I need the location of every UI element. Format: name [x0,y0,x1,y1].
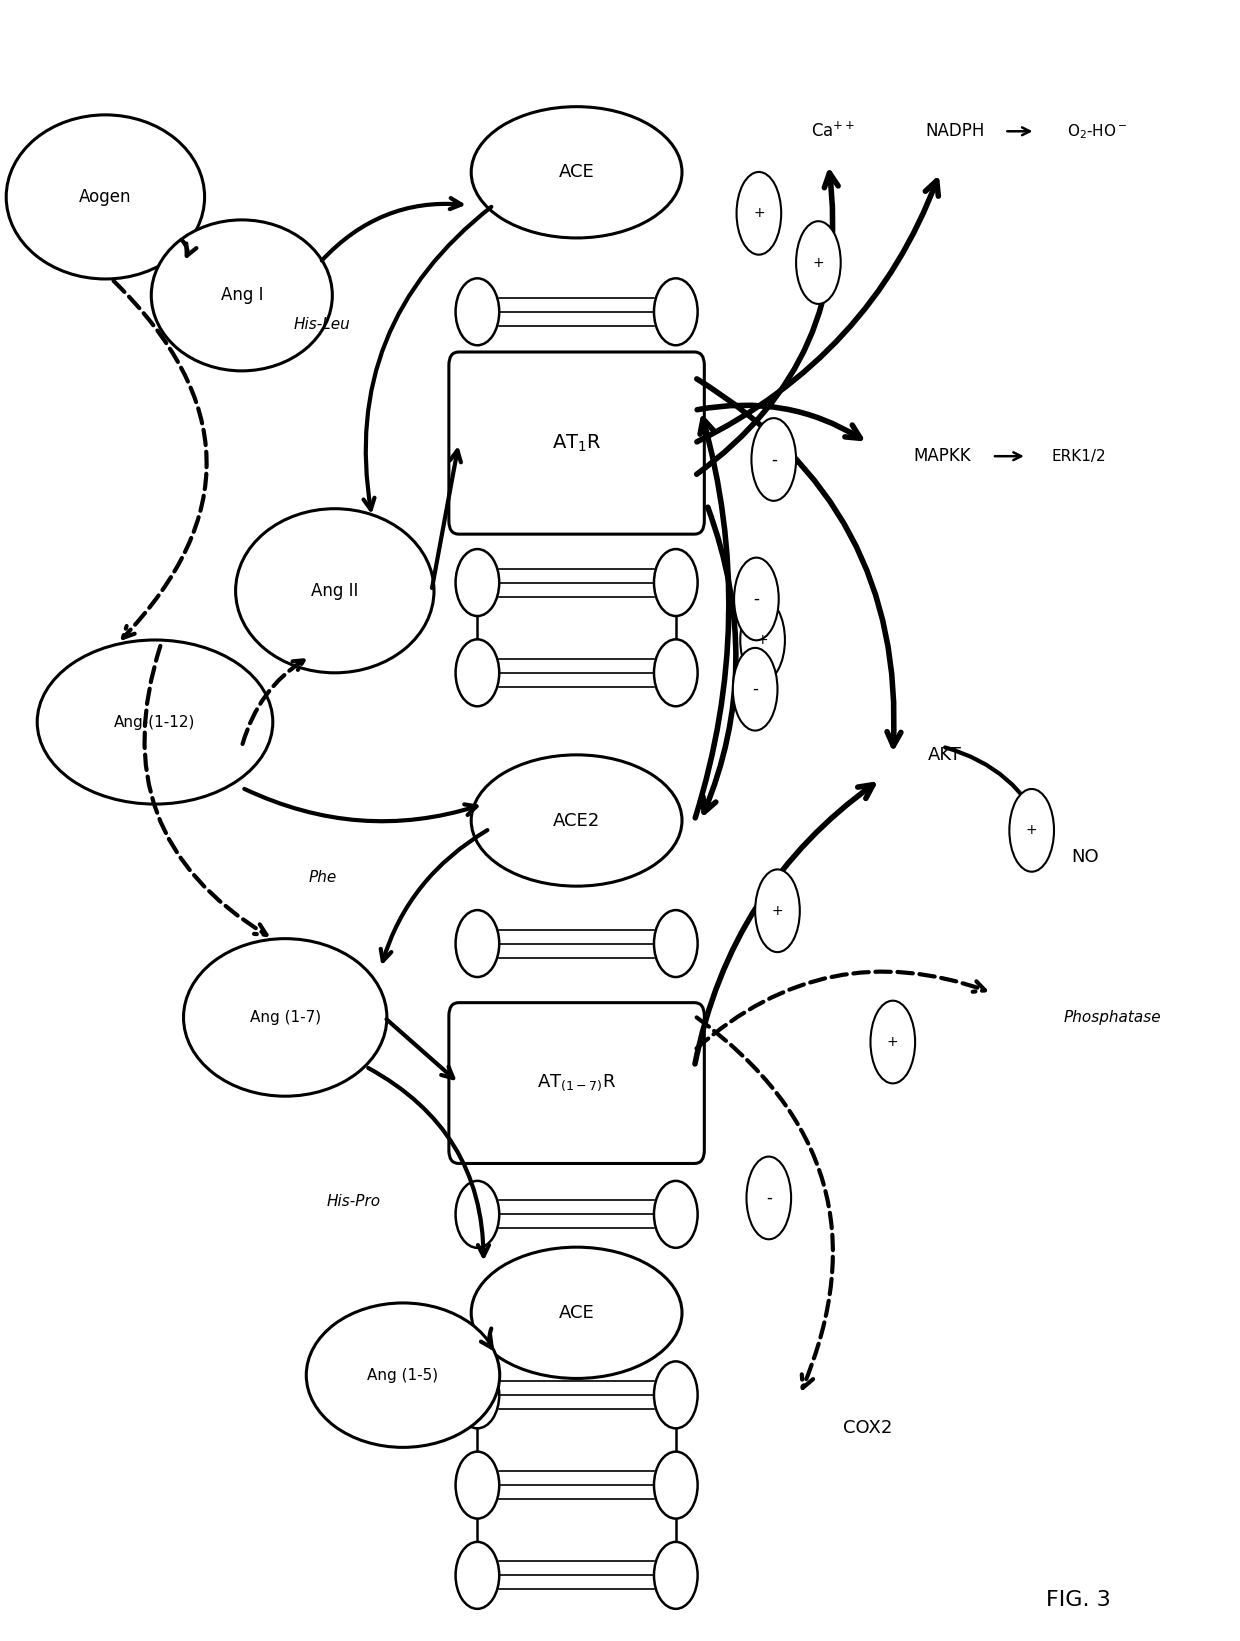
Ellipse shape [455,550,500,615]
Text: +: + [887,1035,899,1049]
Text: FIG. 3: FIG. 3 [1047,1590,1111,1610]
Ellipse shape [6,115,205,279]
FancyArrowPatch shape [697,181,939,441]
Text: NO: NO [1071,848,1099,865]
Text: +: + [771,904,784,917]
FancyArrowPatch shape [703,507,735,812]
FancyArrowPatch shape [432,450,461,587]
FancyArrowPatch shape [697,379,901,747]
Ellipse shape [471,107,682,238]
Text: NADPH: NADPH [925,123,985,139]
FancyArrowPatch shape [114,281,207,638]
Text: Ang II: Ang II [311,583,358,599]
Ellipse shape [653,1362,698,1428]
Ellipse shape [455,911,500,976]
Text: Ca$^{++}$: Ca$^{++}$ [811,121,856,141]
Text: -: - [766,1190,771,1206]
FancyBboxPatch shape [449,351,704,535]
FancyArrowPatch shape [697,1017,833,1388]
Ellipse shape [751,418,796,501]
FancyArrowPatch shape [145,647,267,935]
Text: Phe: Phe [309,870,336,886]
Ellipse shape [746,1157,791,1239]
FancyArrowPatch shape [387,1019,454,1078]
Ellipse shape [455,640,500,706]
Text: AKT: AKT [928,747,962,763]
Text: Phosphatase: Phosphatase [1064,1009,1162,1026]
FancyArrowPatch shape [697,172,838,474]
FancyArrowPatch shape [244,789,476,820]
Ellipse shape [734,558,779,640]
Text: +: + [753,207,765,220]
Text: +: + [1025,824,1038,837]
FancyArrowPatch shape [182,240,196,256]
Ellipse shape [306,1303,500,1447]
Text: -: - [754,591,759,607]
Text: Ang (1-7): Ang (1-7) [249,1009,321,1026]
FancyArrowPatch shape [381,830,487,962]
FancyBboxPatch shape [449,1003,704,1163]
Text: ACE2: ACE2 [553,812,600,829]
Ellipse shape [653,550,698,615]
Text: MAPKK: MAPKK [914,448,971,464]
Text: Ang (1-5): Ang (1-5) [367,1367,439,1383]
Text: His-Pro: His-Pro [326,1193,381,1209]
Ellipse shape [653,1543,698,1608]
Text: ACE: ACE [559,164,594,181]
Text: AT$_1$R: AT$_1$R [552,433,601,453]
Text: +: + [756,633,769,647]
Ellipse shape [151,220,332,371]
FancyArrowPatch shape [1007,128,1030,135]
Ellipse shape [755,870,800,952]
Ellipse shape [236,509,434,673]
Text: Ang-(1-12): Ang-(1-12) [114,714,196,730]
Text: O$_2$-HO$^-$: O$_2$-HO$^-$ [1068,121,1127,141]
FancyArrowPatch shape [322,199,461,261]
Ellipse shape [737,172,781,254]
Ellipse shape [455,1543,500,1608]
Text: Aogen: Aogen [79,189,131,205]
Ellipse shape [870,1001,915,1083]
FancyArrowPatch shape [694,784,873,1063]
Ellipse shape [653,640,698,706]
Text: His-Leu: His-Leu [294,317,351,333]
Text: COX2: COX2 [843,1419,893,1436]
Ellipse shape [471,1247,682,1378]
Ellipse shape [455,1182,500,1247]
Ellipse shape [653,911,698,976]
Text: AT$_{(1-7)}$R: AT$_{(1-7)}$R [537,1073,616,1093]
FancyArrowPatch shape [481,1329,492,1347]
FancyArrowPatch shape [945,747,1045,834]
Text: ACE: ACE [559,1305,594,1321]
Ellipse shape [455,279,500,345]
Ellipse shape [733,648,777,730]
Text: +: + [812,256,825,269]
Ellipse shape [1009,789,1054,871]
FancyArrowPatch shape [994,453,1022,459]
Text: Ang I: Ang I [221,287,263,304]
Ellipse shape [184,939,387,1096]
FancyArrowPatch shape [697,971,985,1049]
Ellipse shape [455,1452,500,1518]
FancyArrowPatch shape [696,418,729,817]
Ellipse shape [796,222,841,304]
FancyArrowPatch shape [363,207,491,510]
Ellipse shape [471,755,682,886]
FancyArrowPatch shape [368,1068,489,1255]
FancyArrowPatch shape [697,405,861,438]
Ellipse shape [37,640,273,804]
Text: -: - [753,681,758,697]
Ellipse shape [455,1362,500,1428]
Ellipse shape [653,1452,698,1518]
Ellipse shape [740,599,785,681]
FancyArrowPatch shape [243,660,304,743]
Text: ERK1/2: ERK1/2 [1052,448,1106,464]
Text: -: - [771,451,776,468]
Ellipse shape [653,279,698,345]
Ellipse shape [653,1182,698,1247]
